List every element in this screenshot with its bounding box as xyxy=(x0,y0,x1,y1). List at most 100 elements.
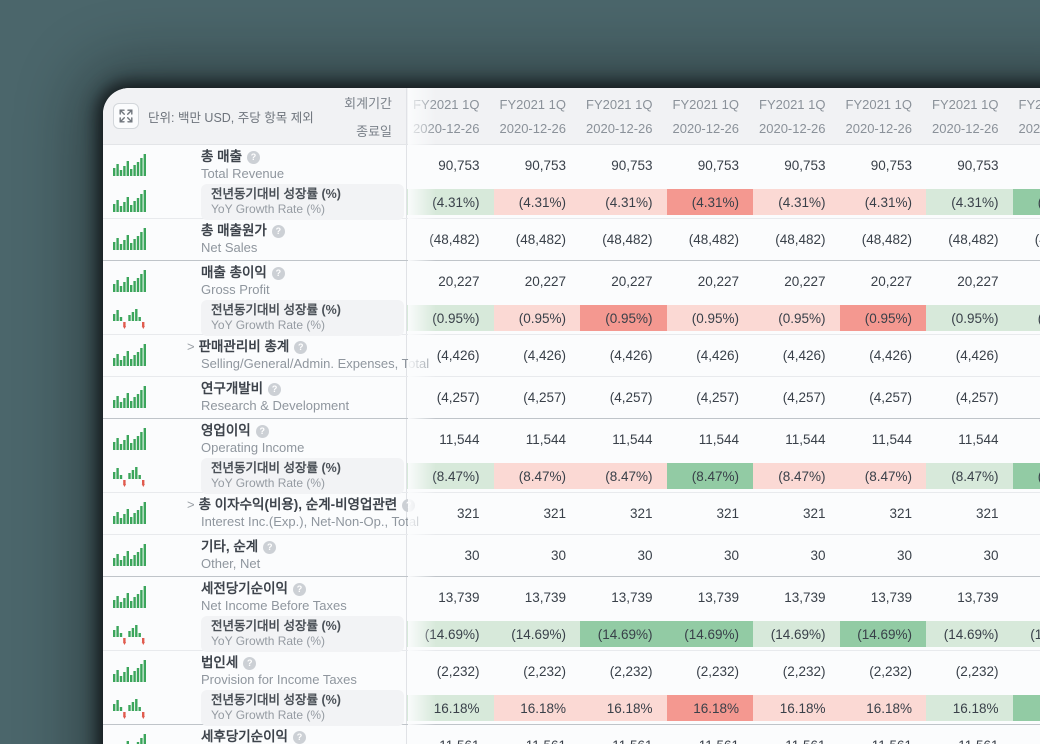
yoy-cell: (8.47%) xyxy=(580,460,667,492)
help-icon[interactable]: ? xyxy=(243,656,257,670)
value-cell: 321 xyxy=(629,506,653,521)
value-cell: 20,227 xyxy=(611,274,653,289)
value-cell: 90,753 xyxy=(870,158,912,173)
yoy-cell: (8.47%) xyxy=(407,460,494,492)
value-cell: 321 xyxy=(543,506,566,521)
value-cell: 11,561 xyxy=(1013,725,1040,744)
end-date-row-label: 종료일 xyxy=(356,123,392,139)
row-label-english: YoY Growth Rate (%) xyxy=(211,318,326,333)
value-cell: 90,753 xyxy=(438,158,480,173)
table-row-net-sales: 총 매출원가? Net Sales (48,482) (48,482) (48,482)… xyxy=(103,218,1040,260)
row-label-korean: 총 매출 xyxy=(201,148,243,164)
value-cell: 321 xyxy=(975,506,999,521)
value-cell: 20,227 xyxy=(438,274,480,289)
help-icon[interactable]: ? xyxy=(402,498,416,512)
row-label-korean: 매출 총이익 xyxy=(201,264,267,280)
row-label-cell: 기타, 순계? Other, Net xyxy=(103,535,407,576)
value-cell: (48,482) xyxy=(861,232,912,247)
value-cell: 11,544 xyxy=(612,432,653,447)
help-icon[interactable]: ? xyxy=(294,340,308,354)
help-icon[interactable]: ? xyxy=(292,582,306,596)
help-icon[interactable]: ? xyxy=(292,730,306,744)
yoy-cell: (4.31%) xyxy=(753,186,840,218)
yoy-cell: (14.69%) xyxy=(839,618,926,650)
value-cell: 321 xyxy=(456,506,480,521)
help-icon[interactable]: ? xyxy=(263,540,277,554)
yoy-cell: (14.69%) xyxy=(493,618,580,650)
value-cell: (4,426) xyxy=(436,348,480,363)
yoy-cell: (8.47%) xyxy=(926,460,1013,492)
help-icon[interactable]: ? xyxy=(255,424,269,438)
value-cell: 30 xyxy=(983,548,999,563)
table-row-operating-income: 영업이익? Operating Income 11,544 11,544 11,544 1… xyxy=(103,418,1040,460)
expand-chevron-icon[interactable]: > xyxy=(187,339,195,355)
yoy-cell: (4.31%) xyxy=(1012,186,1040,218)
yoy-cell: (0.95%) xyxy=(580,302,667,334)
value-cell: 11,561 xyxy=(840,725,927,744)
row-label: 총 매출? Total Revenue xyxy=(201,149,284,182)
row-label-cell[interactable]: > 총 이자수익(비용), 순계-비영업관련? Interest Inc.(Exp.… xyxy=(103,493,419,534)
help-icon[interactable]: ? xyxy=(247,150,261,164)
table-row-total-revenue: 총 매출? Total Revenue 90,753 90,753 90,753 90,7… xyxy=(103,145,1040,186)
yoy-cell: (4.31%) xyxy=(666,186,753,218)
row-label-cell: 매출 총이익? Gross Profit xyxy=(103,261,407,302)
sparkline-mixed-icon xyxy=(113,464,149,488)
expand-table-button[interactable] xyxy=(113,103,139,129)
yoy-label-band: 전년동기대비 성장률 (%) YoY Growth Rate (%) xyxy=(201,300,404,336)
table-header: 단위: 백만 USD, 주당 항목 제외 회계기간 종료일 FY2021 1Q 2… xyxy=(103,88,1040,145)
help-icon[interactable]: ? xyxy=(268,382,282,396)
row-label-english: Net Sales xyxy=(201,239,258,255)
yoy-label-band: 전년동기대비 성장률 (%) YoY Growth Rate (%) xyxy=(201,458,404,494)
table-row-gross-profit: 매출 총이익? Gross Profit 20,227 20,227 20,227 20,… xyxy=(103,260,1040,302)
row-label-cell: 법인세? Provision for Income Taxes xyxy=(103,651,407,692)
value-cell: 321 xyxy=(1013,493,1040,534)
value-cell: 11,544 xyxy=(439,432,480,447)
row-label-korean: 판매관리비 총계 xyxy=(198,338,290,354)
value-cell: (4,426) xyxy=(782,348,826,363)
value-cell: (4,426) xyxy=(1013,335,1040,376)
value-cell: (48,482) xyxy=(515,232,566,247)
value-cell: (2,232) xyxy=(609,664,653,679)
expand-chevron-icon[interactable]: > xyxy=(187,497,195,513)
value-cell: (4,426) xyxy=(869,348,912,363)
yoy-cell: (8.47%) xyxy=(1012,460,1040,492)
help-icon[interactable]: ? xyxy=(271,224,285,238)
row-label: > 판매관리비 총계? Selling/General/Admin. Expense… xyxy=(187,338,429,372)
row-label-cell: 전년동기대비 성장률 (%) YoY Growth Rate (%) xyxy=(103,300,407,336)
yoy-cell: (0.95%) xyxy=(1012,302,1040,334)
table-row-sga-expenses-total: > 판매관리비 총계? Selling/General/Admin. Expense… xyxy=(103,334,1040,376)
row-label-english: Gross Profit xyxy=(201,281,270,297)
value-cell: (2,232) xyxy=(523,664,566,679)
sparkline-bars-icon xyxy=(113,543,149,568)
value-cell: 321 xyxy=(716,506,739,521)
yoy-cell: (8.47%) xyxy=(666,460,753,492)
value-cell: 90,753 xyxy=(611,158,653,173)
value-cell: 30 xyxy=(810,548,826,563)
row-label-english: YoY Growth Rate (%) xyxy=(211,202,326,217)
row-label-cell[interactable]: > 판매관리비 총계? Selling/General/Admin. Expense… xyxy=(103,335,429,376)
value-cell: 11,544 xyxy=(871,432,912,447)
value-cell: 13,739 xyxy=(870,590,912,605)
value-cell: 13,739 xyxy=(524,590,566,605)
row-label: 세전당기순이익? Net Income Before Taxes xyxy=(201,581,347,614)
value-cell: (48,482) xyxy=(602,232,653,247)
row-label-korean: 총 이자수익(비용), 순계-비영업관련 xyxy=(198,496,398,512)
help-icon[interactable]: ? xyxy=(271,266,285,280)
yoy-cell: (0.95%) xyxy=(839,302,926,334)
value-cell: 11,561 xyxy=(494,725,581,744)
value-cell: 30 xyxy=(896,548,912,563)
value-cell: 11,544 xyxy=(698,432,739,447)
row-label-korean: 세전당기순이익 xyxy=(201,580,288,596)
row-label-cell: 총 매출원가? Net Sales xyxy=(103,219,407,260)
sparkline-bars-icon xyxy=(113,427,149,452)
value-cell: (48,482) xyxy=(429,232,480,247)
value-cell: 30 xyxy=(1013,535,1040,576)
sparkline-bars-icon xyxy=(113,269,149,294)
sparkline-mixed-icon xyxy=(113,696,149,720)
yoy-cell: (0.95%) xyxy=(926,302,1013,334)
value-cell: (4,426) xyxy=(696,348,739,363)
